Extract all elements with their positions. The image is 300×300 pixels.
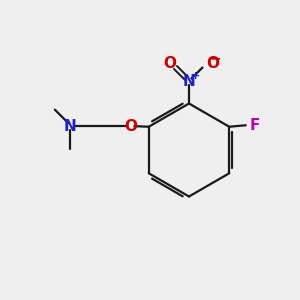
Text: +: +	[191, 70, 200, 81]
Text: N: N	[183, 74, 195, 88]
Text: F: F	[250, 118, 260, 133]
Text: N: N	[64, 118, 76, 134]
Text: O: O	[164, 56, 177, 71]
Text: O: O	[206, 56, 219, 71]
Text: −: −	[210, 52, 221, 65]
Text: O: O	[124, 118, 137, 134]
